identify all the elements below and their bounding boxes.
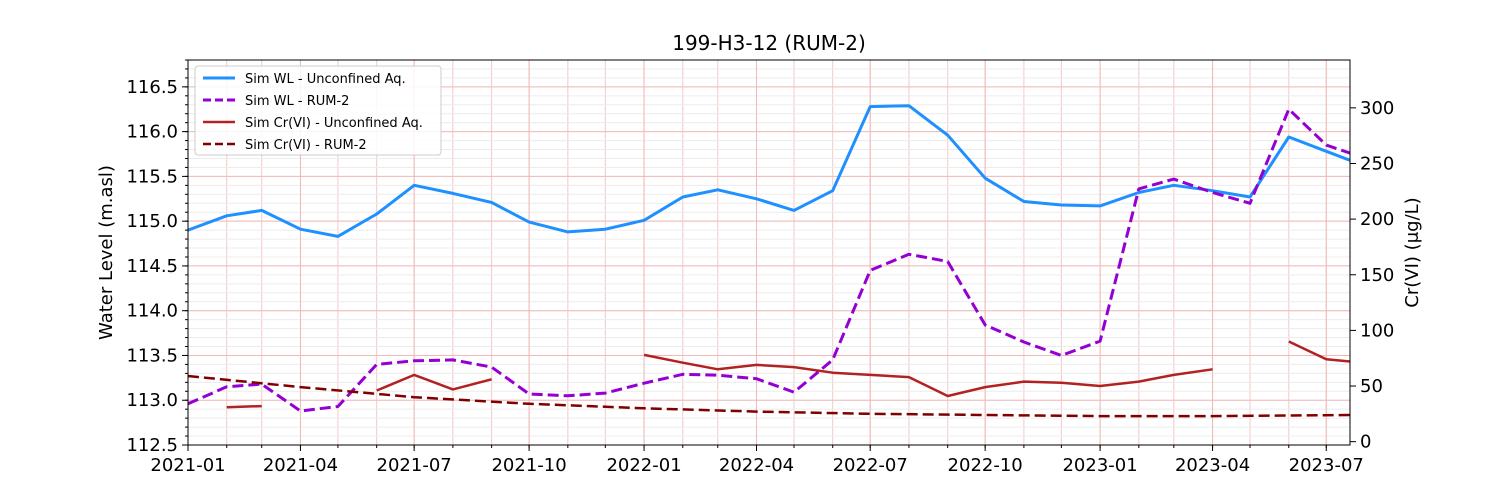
y-tick-label: 116.5 (126, 77, 178, 98)
series-line (187, 107, 1351, 413)
x-axis: 2021-01 2021-04 2021-07 2021-10 2022-01 2022-… (150, 445, 1364, 476)
x-tick-label: 2021-04 (263, 455, 338, 476)
legend-label: Sim WL - RUM-2 (245, 94, 349, 109)
y-tick-label: 114.5 (126, 256, 178, 277)
y-tick-label: 300 (1360, 98, 1394, 119)
x-tick-label: 2021-10 (491, 455, 566, 476)
legend-entry: Sim WL - RUM-2 (203, 94, 349, 109)
y-tick-label: 50 (1360, 376, 1383, 397)
legend-label: Sim Cr(VI) - RUM-2 (245, 138, 367, 153)
series-line (376, 373, 492, 392)
y-tick-label: 200 (1360, 209, 1394, 230)
legend-box (194, 65, 442, 156)
y-tick-label: 115.5 (126, 166, 178, 187)
y-tick-label: 100 (1360, 320, 1394, 341)
series-lines (187, 104, 1351, 418)
y-tick-label: 112.5 (126, 435, 178, 456)
legend: Sim WL - Unconfined Aq. Sim WL - RUM-2 S… (194, 65, 442, 156)
y-axis-left: 112.5 113.0 113.5 114.0 114.5 115.0 115.5 116.0… (126, 59, 188, 456)
y-axis-left-label: Water Level (m.asl) (96, 165, 117, 340)
y-tick-label: 114.0 (126, 301, 178, 322)
x-tick-label: 2022-10 (948, 455, 1023, 476)
x-tick-label: 2022-07 (833, 455, 908, 476)
x-tick-label: 2023-07 (1289, 455, 1364, 476)
series-line (1288, 340, 1351, 363)
series-line (226, 404, 262, 409)
y-tick-label: 150 (1360, 265, 1394, 286)
legend-label: Sim WL - Unconfined Aq. (245, 72, 406, 87)
y-tick-label: 113.0 (126, 390, 178, 411)
legend-entry: Sim Cr(VI) - Unconfined Aq. (203, 116, 423, 131)
x-tick-label: 2023-04 (1175, 455, 1250, 476)
x-tick-label: 2021-01 (150, 455, 225, 476)
legend-entry: Sim WL - Unconfined Aq. (203, 72, 406, 87)
series-line (187, 374, 1351, 418)
chart-title: 199-H3-12 (RUM-2) (672, 31, 866, 55)
x-tick-label: 2022-01 (606, 455, 681, 476)
legend-entry: Sim Cr(VI) - RUM-2 (203, 138, 367, 153)
y-tick-label: 113.5 (126, 345, 178, 366)
series-line (187, 104, 1351, 238)
y-axis-right: 0 50 100 150 200 250 300 (1350, 98, 1394, 453)
y-tick-label: 115.0 (126, 211, 178, 232)
y-axis-right-label: Cr(VI) (μg/L) (1402, 197, 1423, 307)
legend-label: Sim Cr(VI) - Unconfined Aq. (245, 116, 423, 131)
grid (187, 59, 1350, 446)
x-tick-label: 2022-04 (719, 455, 794, 476)
y-tick-label: 250 (1360, 153, 1394, 174)
plot-frame (187, 59, 1351, 446)
y-tick-label: 116.0 (126, 122, 178, 143)
x-tick-label: 2023-01 (1062, 455, 1137, 476)
x-tick-label: 2021-07 (377, 455, 452, 476)
y-tick-label: 0 (1360, 432, 1371, 453)
series-line (643, 353, 1213, 398)
